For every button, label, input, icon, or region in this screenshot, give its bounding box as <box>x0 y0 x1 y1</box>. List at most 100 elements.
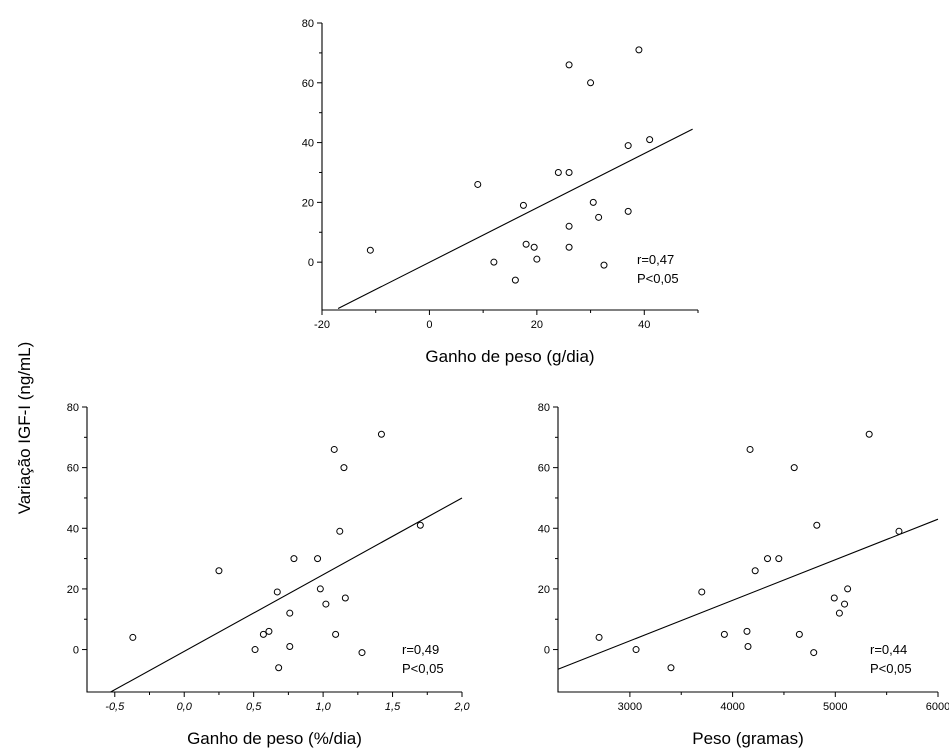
data-point <box>600 261 608 269</box>
data-point <box>587 79 595 87</box>
y-tick-label: 80 <box>302 18 314 30</box>
x-tick-label: 40 <box>638 319 650 331</box>
y-tick-label: 0 <box>73 645 79 657</box>
data-point <box>795 630 803 638</box>
data-point <box>624 207 632 215</box>
data-point <box>844 585 852 593</box>
data-point <box>129 633 137 641</box>
y-tick-label: 0 <box>308 257 314 269</box>
data-point <box>565 61 573 69</box>
data-point <box>830 594 838 602</box>
x-tick-label: 6000 <box>926 701 949 713</box>
data-point <box>314 555 322 563</box>
panel-bottom-left-scatter: 0 20 40 60 80 -0,5 0,0 0,5 1,0 1,5 2,0 Ganho de pes… <box>67 402 471 748</box>
y-tick-label: 80 <box>538 402 550 414</box>
data-point <box>632 646 640 654</box>
p-value-annotation: P<0,05 <box>870 661 912 676</box>
data-point <box>646 136 654 144</box>
x-tick-label: 20 <box>531 319 543 331</box>
y-tick-label: 60 <box>538 463 550 475</box>
data-point <box>667 664 675 672</box>
x-tick-label: 0,0 <box>177 701 193 713</box>
x-axis-label: Ganho de peso (g/dia) <box>425 347 594 366</box>
data-point <box>490 258 498 266</box>
x-tick-label: 0,5 <box>246 701 262 713</box>
data-point <box>366 246 374 254</box>
p-value-annotation: P<0,05 <box>402 661 444 676</box>
panel-bottom-right-scatter: 0 20 40 60 80 3000 4000 5000 6000 Peso (gramas) r=… <box>538 402 949 748</box>
x-tick-label: -0,5 <box>105 701 125 713</box>
y-tick-label: 60 <box>67 463 79 475</box>
data-point <box>565 168 573 176</box>
p-value-annotation: P<0,05 <box>637 271 679 286</box>
data-point <box>565 243 573 251</box>
x-tick-label: 5000 <box>823 701 847 713</box>
x-tick-label: 3000 <box>618 701 642 713</box>
x-axis-label: Peso (gramas) <box>692 729 803 748</box>
data-point <box>835 609 843 617</box>
data-point <box>554 168 562 176</box>
y-tick-label: 0 <box>544 645 550 657</box>
correlation-annotation: r=0,47 <box>637 252 674 267</box>
panel-top-scatter: 0 20 40 60 80 -20 0 20 40 Ganho de peso (g/dia) r=… <box>302 18 699 366</box>
axes <box>86 407 462 693</box>
data-point <box>865 430 873 438</box>
x-tick-label: 1,0 <box>315 701 331 713</box>
data-point <box>273 588 281 596</box>
shared-y-axis-label: Variação IGF-I (ng/mL) <box>15 342 34 515</box>
data-point <box>635 46 643 54</box>
y-tick-label: 20 <box>67 584 79 596</box>
data-point <box>322 600 330 608</box>
data-point <box>377 430 385 438</box>
data-point <box>746 445 754 453</box>
data-point <box>595 633 603 641</box>
data-point <box>286 643 294 651</box>
axes <box>557 407 938 693</box>
data-point <box>332 630 340 638</box>
data-point <box>744 643 752 651</box>
y-tick-label: 20 <box>302 197 314 209</box>
data-point <box>336 527 344 535</box>
data-point <box>330 445 338 453</box>
data-point <box>624 142 632 150</box>
y-tick-label: 40 <box>538 523 550 535</box>
x-tick-label: 4000 <box>720 701 744 713</box>
y-tick-label: 20 <box>538 584 550 596</box>
data-point <box>565 222 573 230</box>
data-point <box>286 609 294 617</box>
data-point <box>775 555 783 563</box>
data-point <box>416 521 424 529</box>
data-point <box>358 649 366 657</box>
data-point <box>265 627 273 635</box>
data-point <box>275 664 283 672</box>
data-point <box>215 567 223 575</box>
correlation-annotation: r=0,44 <box>870 642 907 657</box>
y-tick-label: 60 <box>302 78 314 90</box>
data-point <box>290 555 298 563</box>
data-point <box>743 627 751 635</box>
data-point <box>751 567 759 575</box>
data-point <box>698 588 706 596</box>
data-point <box>595 213 603 221</box>
y-tick-label: 80 <box>67 402 79 414</box>
data-point <box>813 521 821 529</box>
x-tick-label: -20 <box>314 319 330 331</box>
data-point <box>340 464 348 472</box>
data-point <box>474 180 482 188</box>
regression-line <box>337 128 693 309</box>
data-point <box>841 600 849 608</box>
data-point <box>259 630 267 638</box>
data-point <box>316 585 324 593</box>
data-point <box>251 646 259 654</box>
x-axis-label: Ganho de peso (%/dia) <box>187 729 362 748</box>
x-tick-label: 2,0 <box>453 701 470 713</box>
data-point <box>810 649 818 657</box>
data-point <box>341 594 349 602</box>
data-point <box>511 276 519 284</box>
y-tick-label: 40 <box>67 523 79 535</box>
data-point <box>530 243 538 251</box>
data-point <box>589 198 597 206</box>
correlation-annotation: r=0,49 <box>402 642 439 657</box>
data-point <box>895 527 903 535</box>
